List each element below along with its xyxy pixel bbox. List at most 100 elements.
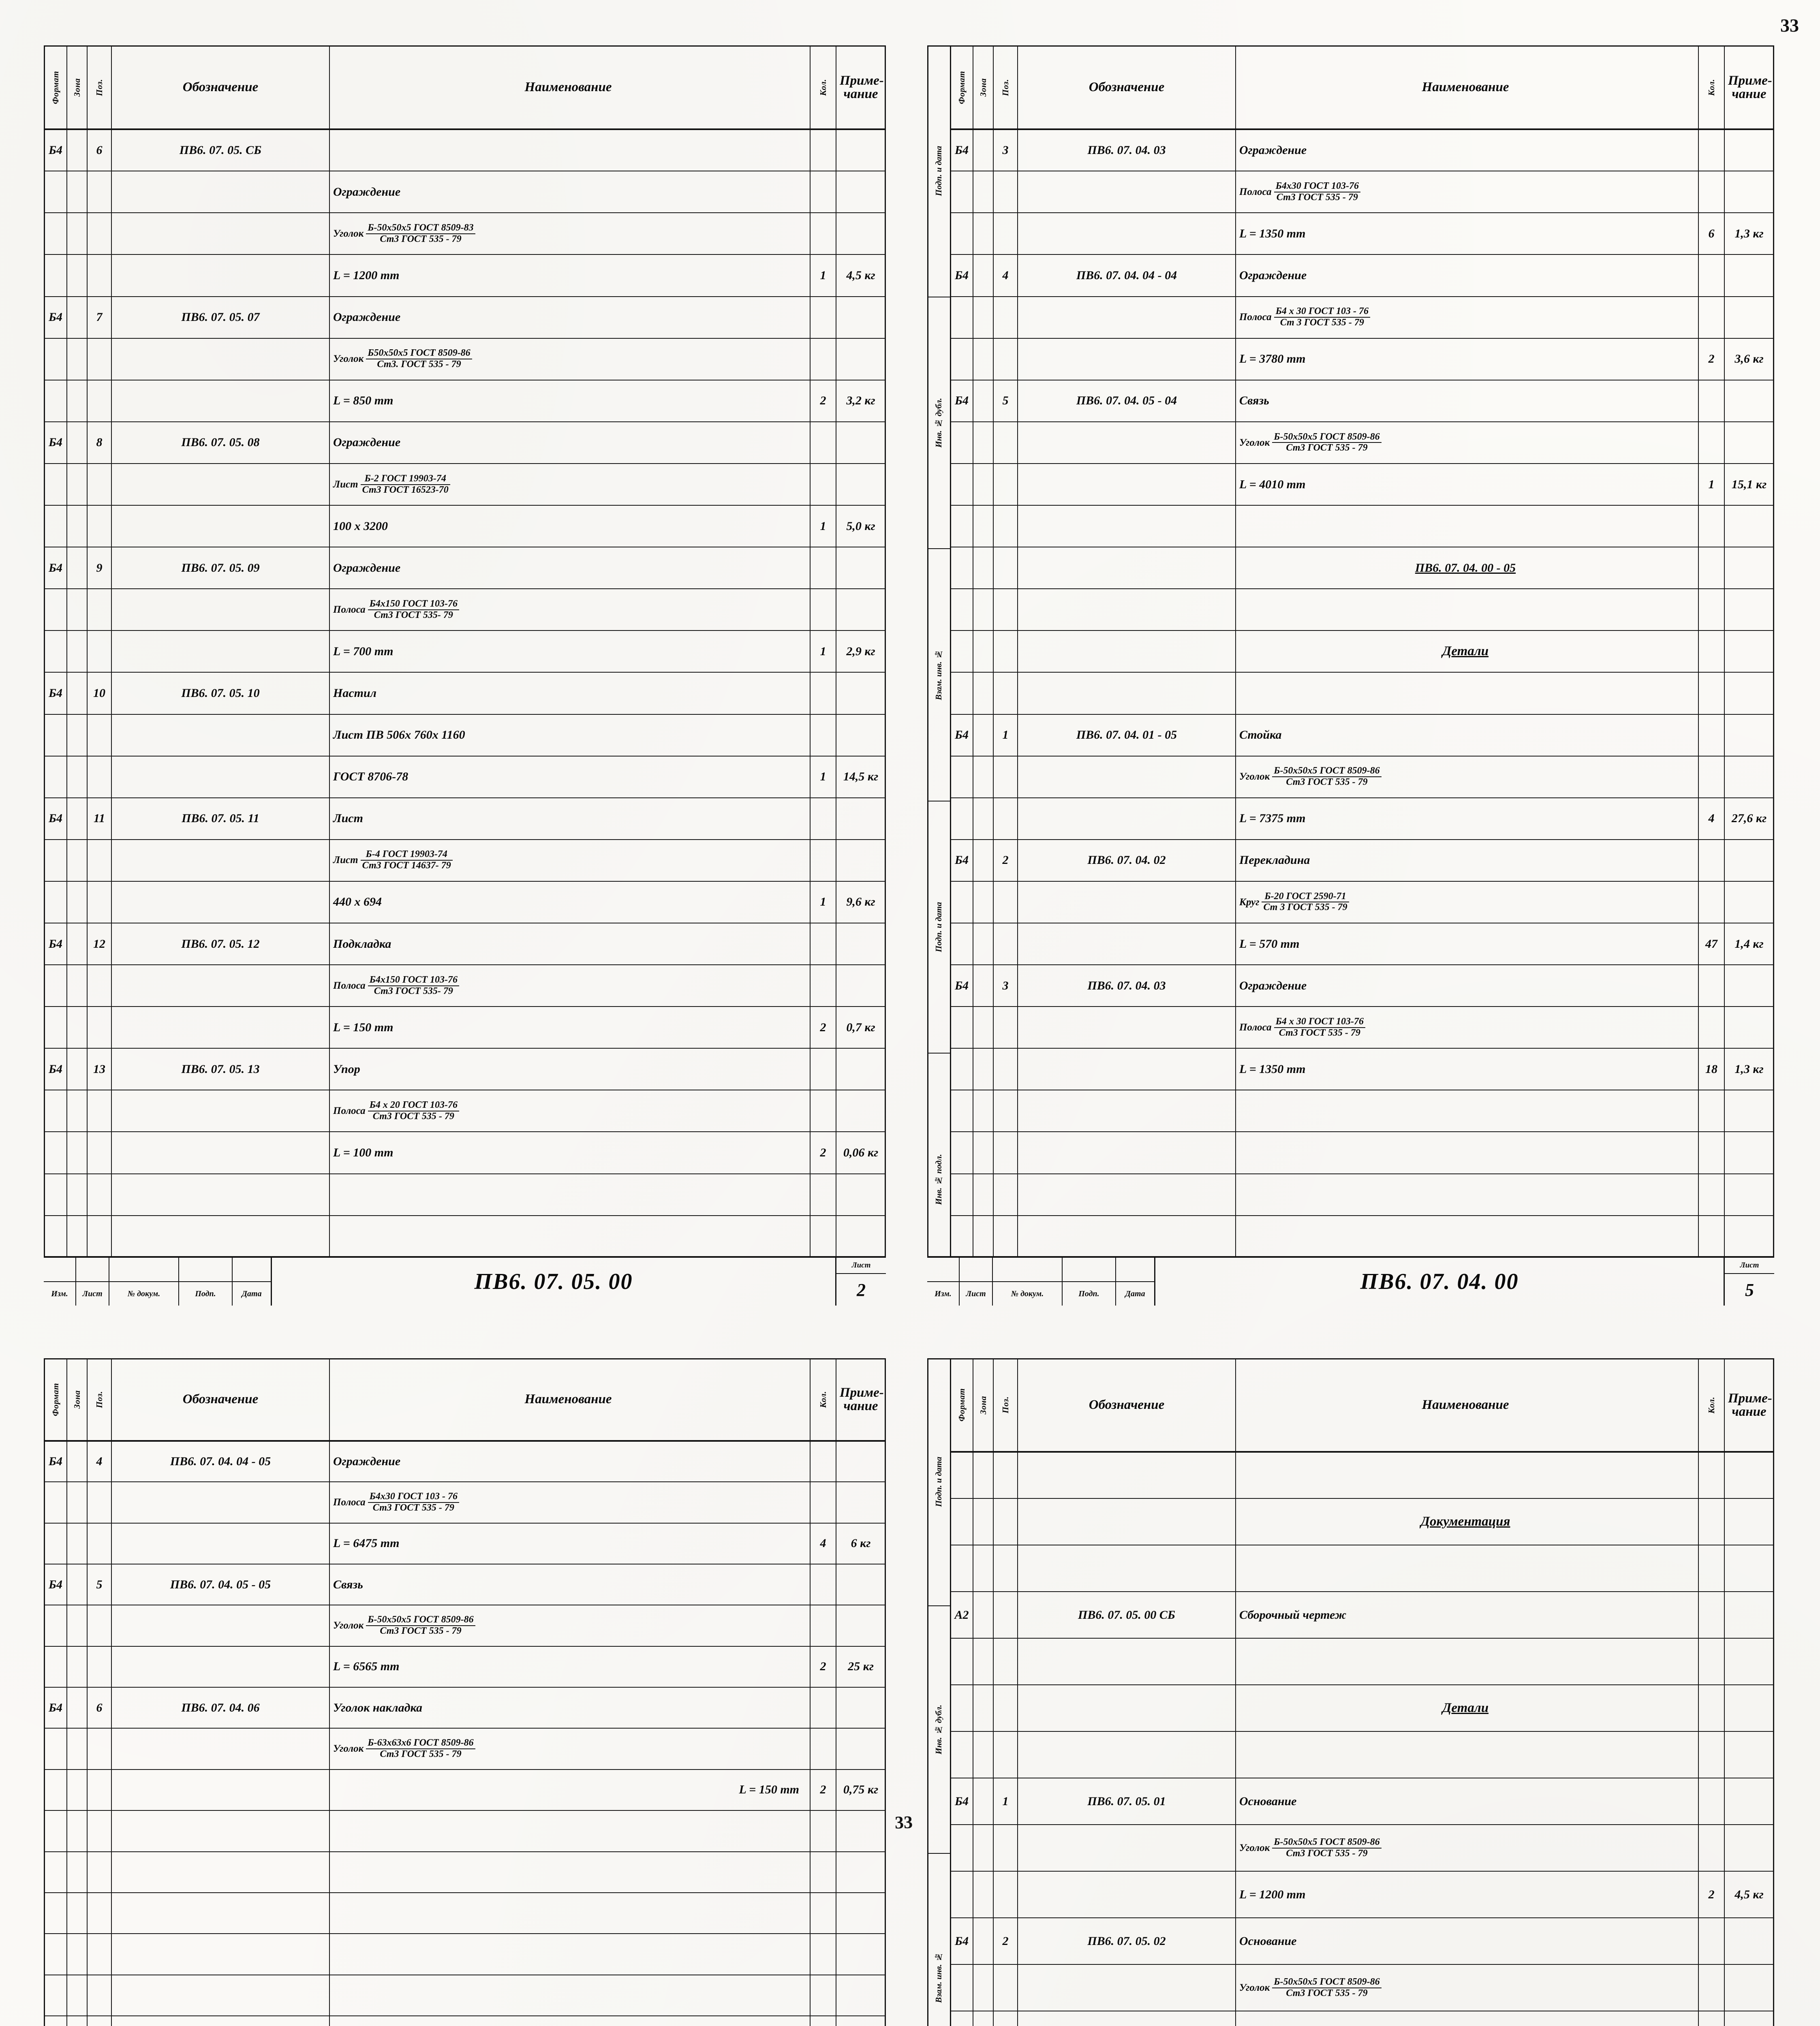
cell-poz xyxy=(87,171,112,214)
cell-poz xyxy=(993,1964,1018,2011)
cell-note: 9,6 кг xyxy=(836,880,886,923)
material-standard-numerator: Б-2 ГОСТ 19903-74 xyxy=(360,473,450,485)
cell-format xyxy=(950,1964,973,2011)
cell-name: Упор xyxy=(329,1048,811,1091)
cell-note xyxy=(836,1563,886,1606)
cell-format xyxy=(44,212,67,255)
cell-name: L = 150 mm xyxy=(329,1006,811,1049)
cell-quantity xyxy=(1698,1173,1725,1216)
cell-name: Стойка xyxy=(1235,714,1699,757)
cell-zona xyxy=(66,171,88,214)
column-header-zona-label: Зона xyxy=(72,1390,82,1409)
table-row: Б4 1 ПВ6. 07. 05. 01 Основание xyxy=(950,1778,1774,1825)
material-standard-fraction: Б-2 ГОСТ 19903-74 Ст3 ГОСТ 16523-70 xyxy=(360,473,450,496)
cell-zona xyxy=(973,1006,994,1049)
cell-poz xyxy=(87,1173,112,1216)
cell-poz: 7 xyxy=(87,296,112,339)
table-row: Лист Б-2 ГОСТ 19903-74 Ст3 ГОСТ 16523-70 xyxy=(44,463,886,506)
cell-note xyxy=(1724,1090,1774,1133)
sheet-number-label: Лист xyxy=(836,1258,886,1274)
cell-designation xyxy=(1017,1824,1236,1872)
revision-row-headers: Изм. Лист № докум. Подп. Дата xyxy=(927,1282,1154,1306)
cell-note xyxy=(1724,171,1774,214)
sheet-number-box: Лист 2 xyxy=(835,1258,886,1306)
cell-note xyxy=(836,714,886,757)
cell-format xyxy=(950,338,973,380)
cell-zona xyxy=(66,1440,88,1483)
cell-zona xyxy=(66,1769,88,1811)
specification-table: Формат Зона Поз. Обозначение Наименование Кол… xyxy=(950,1358,1774,2026)
cell-name: L = 4010 mm xyxy=(1235,463,1699,506)
cell-format xyxy=(44,1851,67,1893)
cell-designation xyxy=(111,1892,330,1934)
column-header-note-line2: чание xyxy=(1732,86,1767,101)
cell-poz xyxy=(87,1131,112,1174)
cell-poz: 13 xyxy=(87,1048,112,1091)
cell-poz xyxy=(87,1605,112,1647)
cell-note xyxy=(1724,1215,1774,1258)
cell-name: L = 850 mm xyxy=(329,379,811,422)
cell-designation xyxy=(1017,1451,1236,1499)
cell-zona xyxy=(66,463,88,506)
sheet-number-value: 2 xyxy=(857,1280,866,1300)
cell-name: Уголок Б-50х50х5 ГОСТ 8509-83 Ст3 ГОСТ 535… xyxy=(329,212,811,255)
cell-designation xyxy=(111,588,330,631)
cell-note xyxy=(1724,1964,1774,2011)
cell-quantity xyxy=(1698,1638,1725,1685)
table-row xyxy=(950,1090,1774,1133)
cell-note xyxy=(836,1215,886,1258)
cell-designation: ПВ6. 07. 05. 13 xyxy=(111,1048,330,1091)
cell-designation xyxy=(1017,1638,1236,1685)
table-row xyxy=(950,588,1774,631)
cell-name: Лист xyxy=(329,797,811,840)
column-header-note-line2: чание xyxy=(1732,1404,1767,1419)
cell-zona xyxy=(66,296,88,339)
cell-poz: 3 xyxy=(993,964,1018,1007)
material-standard-numerator: Б50х50х5 ГОСТ 8509-86 xyxy=(366,348,472,360)
cell-note xyxy=(836,1440,886,1483)
cell-quantity xyxy=(1698,714,1725,757)
cell-note xyxy=(836,171,886,214)
cell-name xyxy=(329,1810,811,1852)
specification-table: Формат Зона Поз. Обозначение Наименование Кол… xyxy=(44,1358,886,2026)
cell-poz xyxy=(87,379,112,422)
cell-note: 6 кг xyxy=(836,1522,886,1564)
cell-quantity xyxy=(810,1173,836,1216)
cell-format xyxy=(44,1728,67,1770)
table-row: L = 6475 mm 4 6 кг xyxy=(44,1522,886,1564)
margin-column-label: Подп. и дата xyxy=(933,146,943,196)
table-row: Б4 2 ПВ6. 07. 05. 02 Основание xyxy=(950,1917,1774,1965)
cell-note xyxy=(836,1810,886,1852)
cell-zona xyxy=(973,630,994,673)
cell-quantity xyxy=(1698,1917,1725,1965)
cell-name: Полоса Б4х30 ГОСТ 103 - 76 Ст3 ГОСТ 535 - … xyxy=(329,1481,811,1524)
cell-name xyxy=(1235,1215,1699,1258)
cell-format: Б4 xyxy=(950,839,973,882)
cell-quantity: 2 xyxy=(1698,338,1725,380)
cell-zona xyxy=(66,1048,88,1091)
cell-quantity xyxy=(810,296,836,339)
cell-quantity xyxy=(1698,547,1725,590)
column-header-name: Наименование xyxy=(1235,1358,1699,1453)
column-header-designation: Обозначение xyxy=(111,1358,330,1442)
cell-quantity: 1 xyxy=(810,254,836,297)
cell-note xyxy=(1724,505,1774,548)
cell-format: Б4 xyxy=(44,547,67,590)
cell-note xyxy=(1724,547,1774,590)
cell-note xyxy=(836,1048,886,1091)
cell-format xyxy=(44,171,67,214)
cell-poz xyxy=(87,588,112,631)
cell-poz xyxy=(993,1090,1018,1133)
cell-format xyxy=(950,1545,973,1592)
material-label: Полоса xyxy=(333,980,366,991)
table-row: L = 800 mm13,9 кг xyxy=(950,2011,1774,2026)
table-row: Б4 5 ПВ6. 07. 04. 05 - 05 Связь xyxy=(44,1563,886,1606)
cell-poz xyxy=(993,171,1018,214)
material-standard-denominator: Ст3 ГОСТ 16523-70 xyxy=(362,484,449,495)
cell-zona xyxy=(66,1090,88,1133)
cell-note: 25 кг xyxy=(836,1646,886,1688)
cell-quantity xyxy=(810,714,836,757)
cell-format: Б4 xyxy=(44,797,67,840)
cell-designation: ПВ6. 07. 05. СБ xyxy=(111,129,330,172)
revision-blank-cell-4 xyxy=(1063,1258,1116,1281)
